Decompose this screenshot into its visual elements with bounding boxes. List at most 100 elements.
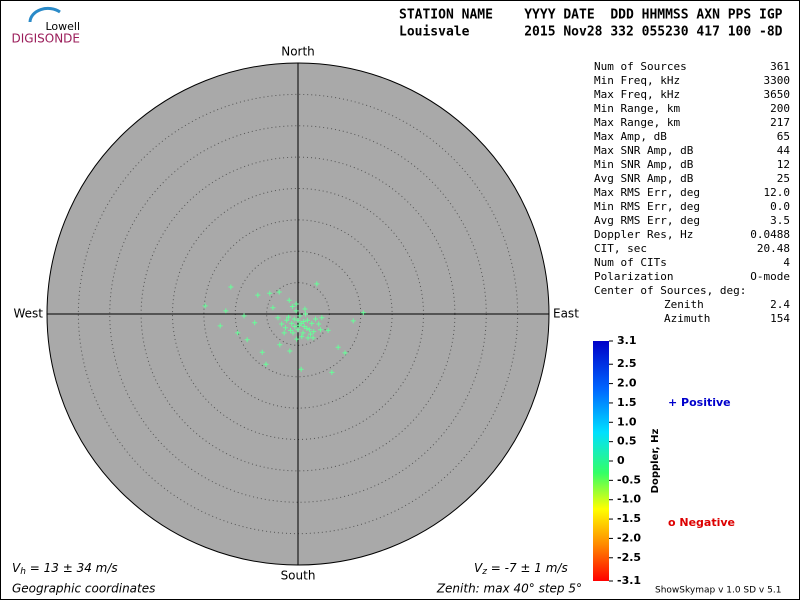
stat-value: 3650 — [764, 88, 791, 101]
source-point — [286, 314, 292, 320]
stat-value: 12.0 — [764, 186, 791, 199]
source-point — [350, 318, 356, 324]
source-point — [259, 349, 265, 355]
source-point — [267, 290, 273, 296]
stat-value: 44 — [777, 144, 791, 157]
stat-label: Max Range, km — [594, 116, 680, 129]
source-point — [314, 281, 320, 287]
colorbar-label: -2.0 — [617, 531, 641, 544]
stat-value: 3300 — [764, 74, 791, 87]
source-point — [217, 323, 223, 329]
stat-value: 65 — [777, 130, 790, 143]
colorbar-label: 2.0 — [617, 377, 637, 390]
source-point — [290, 330, 296, 336]
source-point — [299, 334, 305, 340]
stat-value: O-mode — [750, 270, 790, 283]
colorbar-label: 0.5 — [617, 435, 637, 448]
stat-label: Max RMS Err, deg — [594, 186, 700, 199]
source-point — [275, 315, 281, 321]
source-point — [289, 303, 295, 309]
stat-value: 20.48 — [757, 242, 790, 255]
source-point — [301, 324, 307, 330]
source-point — [335, 344, 341, 350]
stat-label: Max SNR Amp, dB — [594, 144, 694, 157]
source-point — [325, 327, 331, 333]
source-point — [228, 284, 234, 290]
stat-value: 0.0 — [770, 200, 790, 213]
velocity: Vh = 13 ± 34 m/s — [12, 561, 118, 577]
source-point — [319, 315, 325, 321]
source-point — [281, 330, 287, 336]
velocity-symbol: V — [12, 561, 21, 575]
stat-label: Num of Sources — [594, 60, 687, 73]
source-point — [313, 316, 319, 322]
direction-label: East — [553, 307, 579, 321]
stat-label: Min Freq, kHz — [594, 74, 680, 87]
stat-label: Min SNR Amp, dB — [594, 158, 694, 171]
colorbar-label: -1.5 — [617, 512, 641, 525]
source-point — [277, 342, 283, 348]
colorbar-label: 1.0 — [617, 415, 637, 428]
source-point — [298, 366, 304, 372]
source-point — [305, 335, 311, 341]
stat-label: CIT, sec — [594, 242, 647, 255]
colorbar-label: 1.5 — [617, 396, 637, 409]
coords-note: Geographic coordinates — [12, 582, 155, 596]
velocity-subscript: h — [20, 567, 26, 577]
source-point — [276, 289, 282, 295]
stat-value: 12 — [777, 158, 790, 171]
stat-value: 4 — [783, 256, 790, 269]
source-point — [316, 321, 322, 327]
stat-label: Polarization — [594, 270, 673, 283]
direction-label: North — [281, 45, 315, 59]
colorbar — [593, 341, 609, 581]
source-point — [304, 317, 310, 323]
colorbar-label: -3.1 — [617, 574, 641, 587]
colorbar-label: -2.5 — [617, 551, 641, 564]
direction-label: South — [281, 569, 316, 583]
source-point — [306, 327, 312, 333]
colorbar-title: Doppler, Hz — [650, 429, 661, 494]
source-point — [308, 331, 314, 337]
logo-bottom: DIGISONDE — [12, 32, 80, 46]
logo-swoosh — [28, 6, 61, 23]
direction-label: West — [13, 307, 43, 321]
stat-label: Num of CITs — [594, 256, 667, 269]
version-note: ShowSkymap v 1.0 SD v 5.1 — [655, 586, 781, 596]
velocity-symbol: V — [474, 561, 483, 575]
source-point — [296, 322, 302, 328]
source-point — [293, 308, 299, 314]
colorbar-label: 2.5 — [617, 357, 637, 370]
source-point — [286, 297, 292, 303]
source-point — [287, 327, 293, 333]
source-point — [301, 319, 307, 325]
source-point — [241, 313, 247, 319]
source-point — [291, 316, 297, 322]
velocity-value: = -7 ± 1 m/s — [487, 561, 568, 575]
stat-value: 25 — [777, 172, 790, 185]
source-point — [284, 317, 290, 323]
source-point — [292, 324, 298, 330]
source-point — [300, 330, 306, 336]
legend-positive: + Positive — [668, 396, 731, 409]
source-point — [310, 335, 316, 341]
source-point — [223, 308, 229, 314]
source-point — [295, 317, 301, 323]
velocity: Vz = -7 ± 1 m/s — [474, 561, 568, 577]
stat-value: 2.4 — [770, 298, 790, 311]
stat-label: Avg SNR Amp, dB — [594, 172, 694, 185]
stat-label: Zenith — [664, 298, 704, 311]
colorbar-label: -0.5 — [617, 473, 641, 486]
source-point — [342, 350, 348, 356]
source-point — [244, 337, 250, 343]
stat-label: Max Amp, dB — [594, 130, 667, 143]
source-point — [287, 348, 293, 354]
source-point — [304, 325, 310, 331]
zenith-note: Zenith: max 40° step 5° — [436, 582, 582, 596]
velocity-value: = 13 ± 34 m/s — [26, 561, 118, 575]
header-line: STATION NAME YYYY DATE DDD HHMMSS AXN PP… — [399, 8, 783, 23]
stat-label: Avg RMS Err, deg — [594, 214, 700, 227]
source-point — [303, 311, 309, 317]
source-point — [202, 303, 208, 309]
